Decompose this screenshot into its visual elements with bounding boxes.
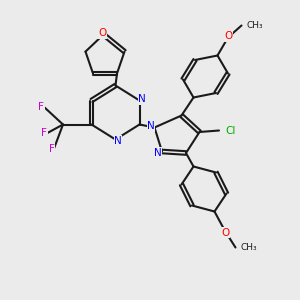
Text: CH₃: CH₃	[241, 243, 257, 252]
Text: N: N	[114, 136, 122, 146]
Text: F: F	[41, 128, 47, 139]
Text: O: O	[98, 28, 106, 38]
Text: N: N	[147, 121, 155, 131]
Text: CH₃: CH₃	[247, 21, 263, 30]
Text: N: N	[138, 94, 146, 104]
Text: O: O	[221, 227, 230, 238]
Text: O: O	[224, 31, 233, 41]
Text: N: N	[154, 148, 161, 158]
Text: F: F	[38, 101, 44, 112]
Text: Cl: Cl	[225, 125, 236, 136]
Text: F: F	[49, 143, 55, 154]
